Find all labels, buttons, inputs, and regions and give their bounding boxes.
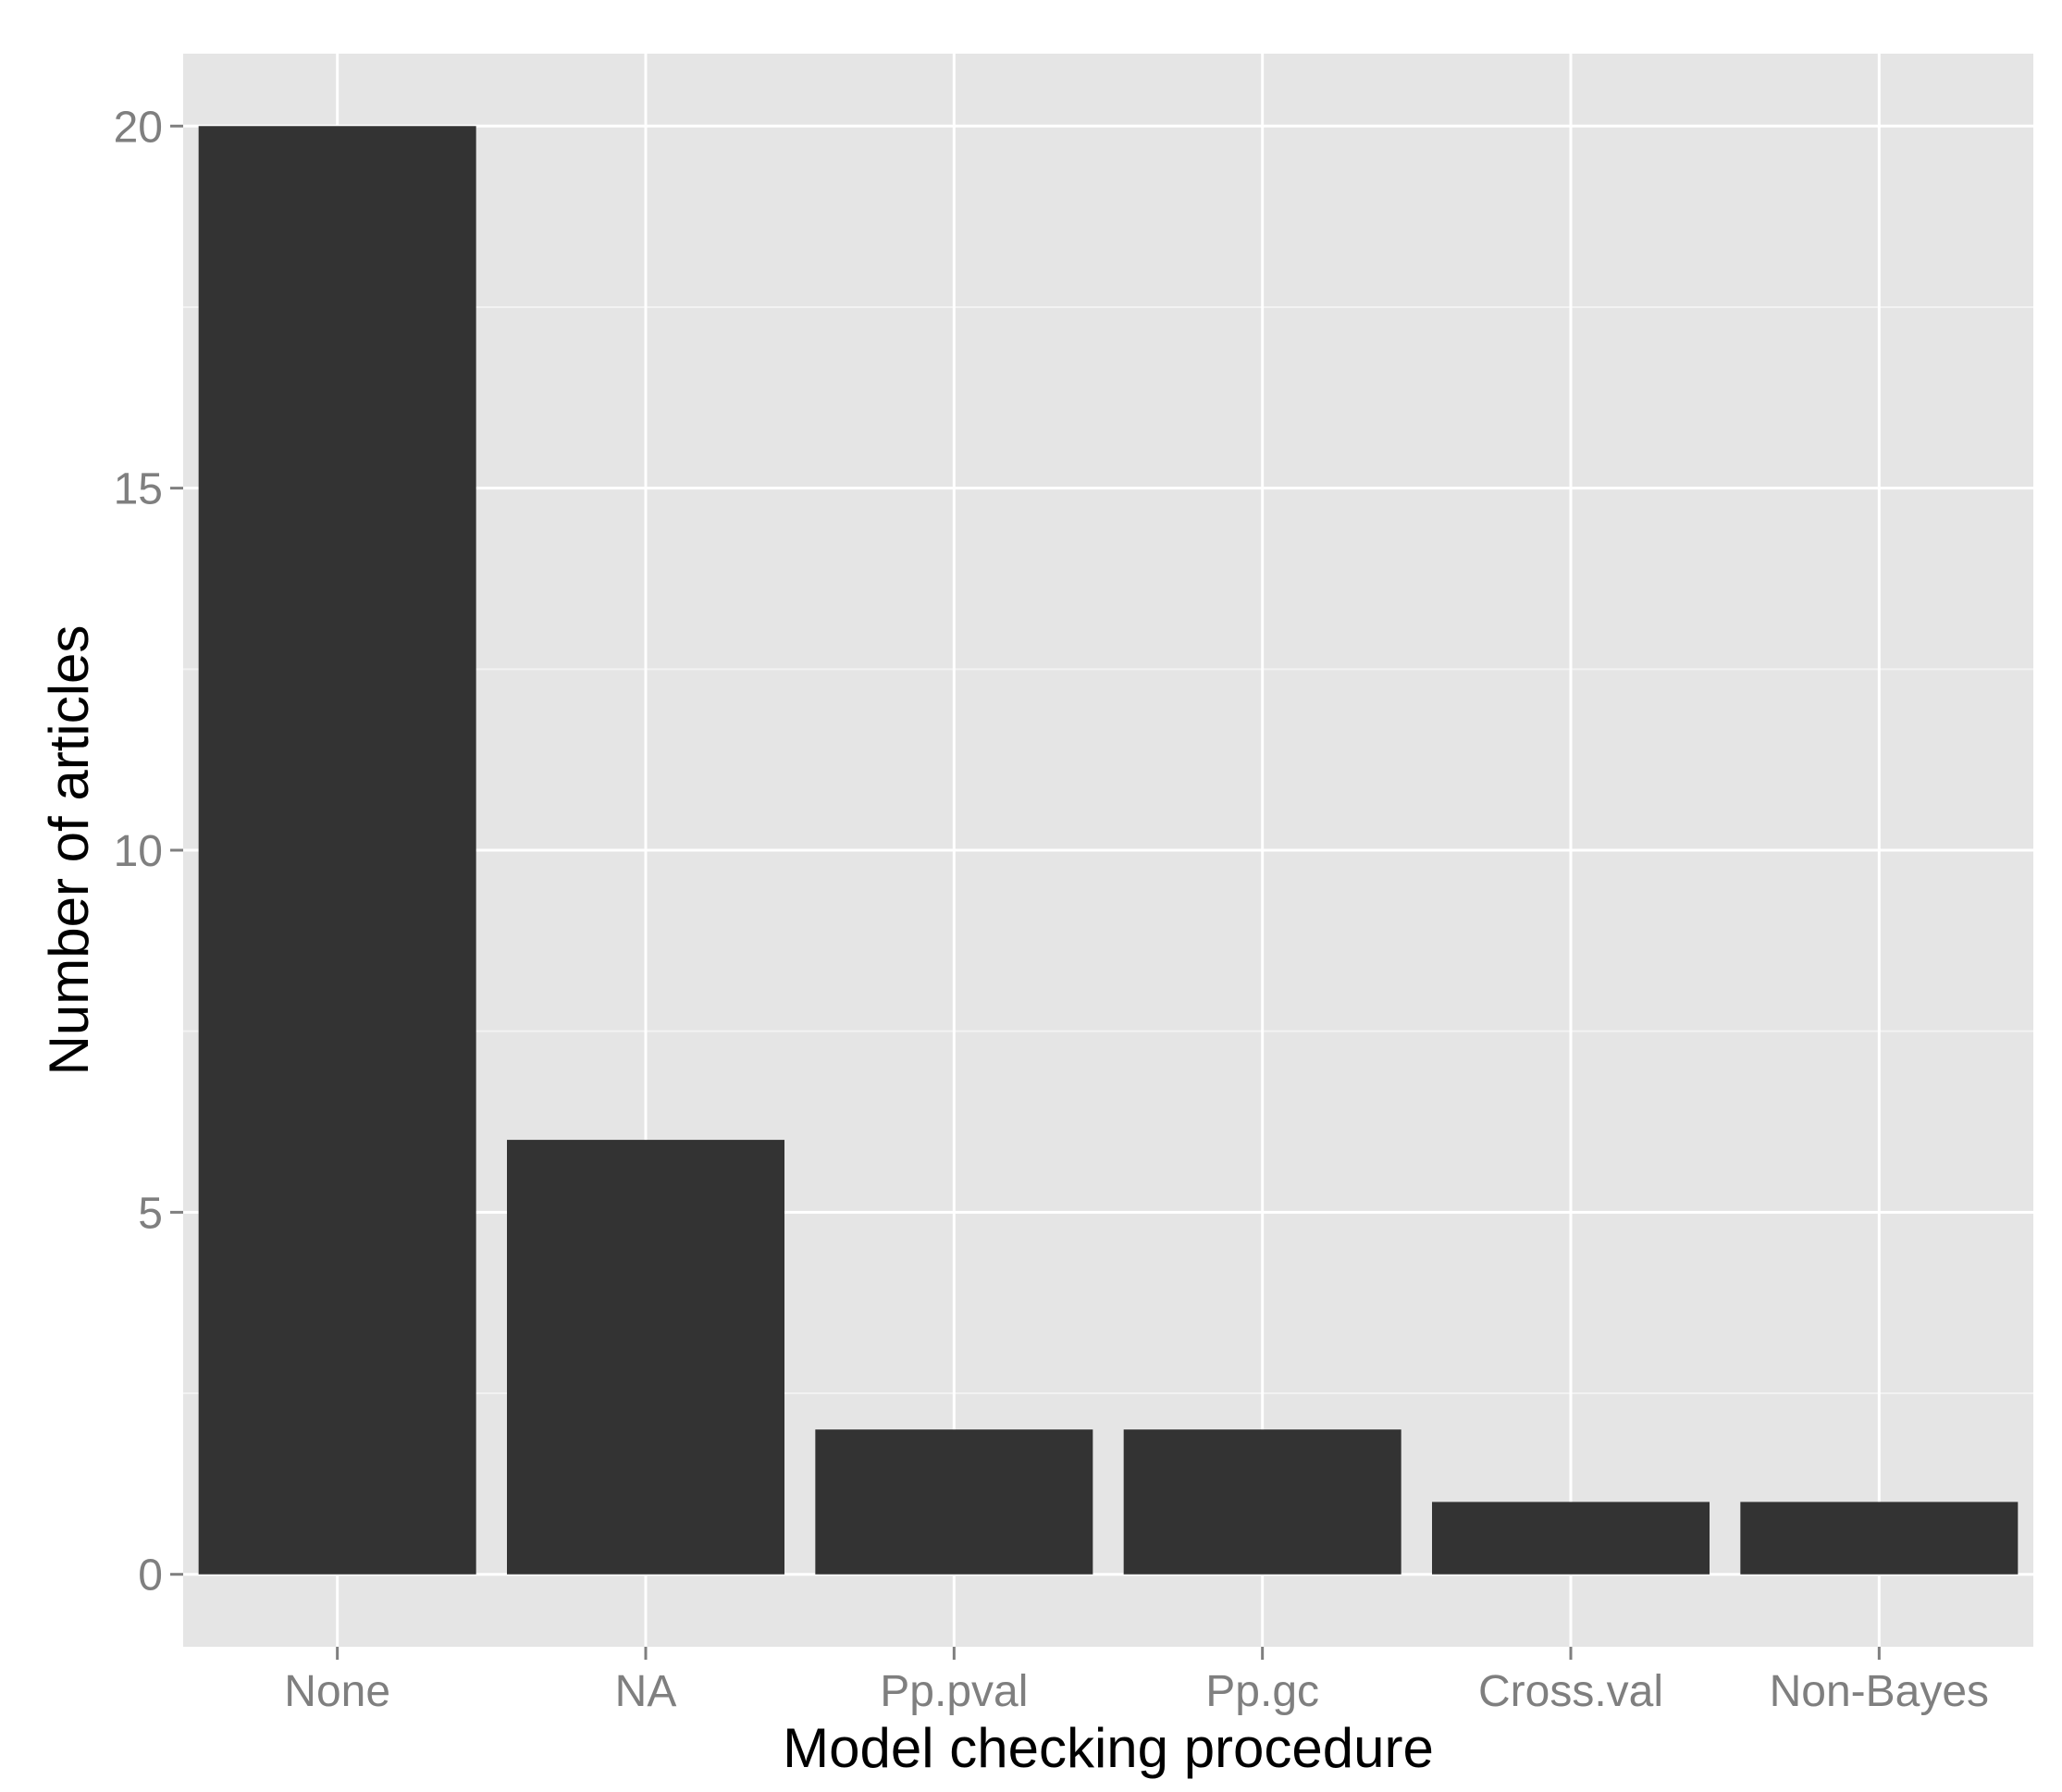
x-tick-label: Non-Bayes [1770, 1667, 1989, 1716]
x-tick-label: Pp.pval [880, 1667, 1028, 1716]
bar-pp-gc [1123, 1429, 1401, 1575]
y-axis-title: Number of articles [38, 625, 100, 1076]
y-axis-ticks: 0 5 10 15 20 [114, 103, 183, 1600]
bars [198, 126, 2019, 1575]
bar-na [507, 1140, 784, 1575]
x-tick-label: Pp.gc [1205, 1667, 1319, 1716]
x-tick-label: Cross.val [1478, 1667, 1663, 1716]
y-tick-label: 5 [138, 1189, 163, 1238]
bar-non-bayes [1740, 1502, 2019, 1575]
bar-pp-pval [815, 1429, 1093, 1575]
x-tick-label: None [284, 1667, 390, 1716]
y-tick-label: 15 [114, 465, 163, 514]
y-tick-label: 10 [114, 827, 163, 876]
bar-none [198, 126, 476, 1575]
minor-gridlines [183, 305, 2033, 1395]
bar-cross-val [1432, 1502, 1710, 1575]
x-axis-title: Model checking procedure [783, 1717, 1434, 1779]
x-axis-ticks: None NA Pp.pval Pp.gc Cross.val Non-Bayes [284, 1647, 1989, 1716]
y-tick-label: 0 [138, 1551, 163, 1600]
y-tick-label: 20 [114, 103, 163, 152]
x-tick-label: NA [615, 1667, 677, 1716]
